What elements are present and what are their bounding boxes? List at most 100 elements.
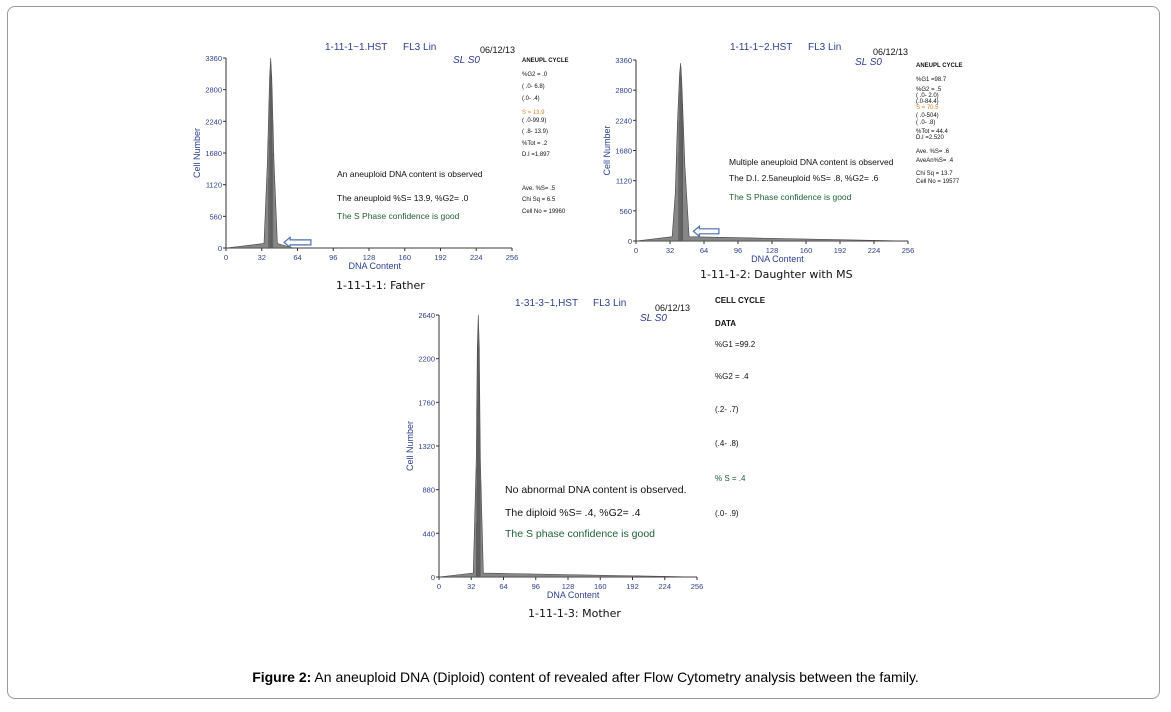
x-tick-label: 64 bbox=[700, 246, 708, 255]
cycle-stat-line: D.I =2.520 bbox=[916, 135, 945, 141]
y-tick-label: 1120 bbox=[616, 177, 632, 186]
cycle-stat-line: ( .0- 2.0) bbox=[916, 93, 939, 99]
cycle-stat-line: (.2- .7) bbox=[715, 405, 739, 414]
cycle-stat-line: Cell No = 19960 bbox=[522, 209, 566, 215]
mother-panel-caption: 1-11-1-3: Mother bbox=[528, 607, 621, 620]
analysis-message: The diploid %S= .4, %G2= .4 bbox=[505, 507, 641, 519]
x-tick-label: 128 bbox=[562, 582, 575, 591]
y-tick-label: 880 bbox=[422, 486, 435, 495]
x-tick-label: 0 bbox=[437, 582, 441, 591]
x-tick-label: 224 bbox=[868, 246, 881, 255]
cycle-stat-line: ANEUPL CYCLE bbox=[522, 58, 569, 64]
channel-mode: FL3 Lin bbox=[403, 42, 436, 53]
y-tick-label: 1680 bbox=[615, 147, 632, 156]
channel-mode: FL3 Lin bbox=[808, 42, 841, 53]
cycle-stat-line: D.I =1.897 bbox=[522, 152, 551, 158]
x-tick-label: 224 bbox=[470, 253, 483, 262]
x-tick-label: 64 bbox=[499, 582, 507, 591]
y-tick-label: 2240 bbox=[205, 117, 222, 126]
cycle-stat-line: (.4- .8) bbox=[715, 439, 739, 448]
sl-label: SL S0 bbox=[640, 313, 667, 324]
acquisition-date: 06/12/13 bbox=[655, 303, 690, 313]
x-tick-label: 32 bbox=[467, 582, 475, 591]
x-tick-label: 256 bbox=[691, 582, 704, 591]
figure-frame bbox=[7, 6, 1160, 699]
y-tick-label: 0 bbox=[218, 244, 222, 253]
y-tick-label: 1320 bbox=[418, 442, 435, 451]
dna-histogram-peak bbox=[225, 57, 512, 249]
x-tick-label: 192 bbox=[434, 253, 447, 262]
y-axis-title: Cell Number bbox=[405, 421, 415, 471]
sl-label: SL S0 bbox=[855, 57, 882, 68]
analysis-message: No abnormal DNA content is observed. bbox=[505, 484, 687, 496]
cycle-stat-line: % S = .4 bbox=[715, 474, 746, 483]
y-tick-label: 560 bbox=[619, 207, 632, 216]
x-tick-label: 96 bbox=[329, 253, 337, 262]
x-tick-label: 32 bbox=[258, 253, 266, 262]
y-tick-label: 0 bbox=[628, 237, 632, 246]
analysis-message: The D.I. 2.5aneuploid %S= .8, %G2= .6 bbox=[729, 173, 879, 183]
dna-histogram-peak bbox=[635, 63, 909, 242]
y-tick-label: 2800 bbox=[615, 86, 632, 95]
file-name: 1-11-1~2.HST bbox=[730, 42, 792, 53]
analysis-message: The S Phase confidence is good bbox=[337, 211, 460, 221]
file-name: 1-31-3~1,HST bbox=[515, 298, 578, 309]
cycle-stat-line: %G1 =99.2 bbox=[715, 340, 756, 349]
cycle-stat-line: ANEUPL CYCLE bbox=[916, 63, 963, 69]
figure-caption-label: Figure 2: bbox=[252, 669, 312, 685]
cycle-stat-line: ( .0- .8) bbox=[916, 120, 935, 126]
y-tick-label: 3360 bbox=[615, 56, 632, 65]
y-tick-label: 2800 bbox=[205, 86, 222, 95]
analysis-message: The S phase confidence is good bbox=[505, 528, 655, 540]
x-tick-label: 128 bbox=[766, 246, 779, 255]
y-tick-label: 2640 bbox=[418, 311, 435, 320]
acquisition-date: 06/12/13 bbox=[873, 47, 908, 57]
x-tick-label: 192 bbox=[626, 582, 639, 591]
x-axis-title: DNA Content bbox=[348, 261, 401, 271]
x-tick-label: 160 bbox=[800, 246, 813, 255]
cycle-stat-line: %Tot = .2 bbox=[522, 141, 548, 147]
cycle-stat-line: ( .8- 13.9) bbox=[522, 129, 548, 135]
sl-label: SL S0 bbox=[453, 55, 480, 66]
channel-mode: FL3 Lin bbox=[593, 298, 626, 309]
y-tick-label: 560 bbox=[209, 212, 222, 221]
x-tick-label: 96 bbox=[532, 582, 540, 591]
cycle-stat-line: %Tot = 44.4 bbox=[916, 129, 949, 135]
acquisition-date: 06/12/13 bbox=[480, 45, 515, 55]
y-tick-label: 3360 bbox=[205, 54, 222, 63]
x-tick-label: 160 bbox=[594, 582, 607, 591]
cycle-stat-line: ( .0-504) bbox=[916, 113, 939, 119]
x-tick-label: 32 bbox=[666, 246, 674, 255]
y-tick-label: 1680 bbox=[205, 149, 222, 158]
y-tick-label: 1760 bbox=[418, 398, 435, 407]
analysis-message: An aneuploid DNA content is observed bbox=[337, 169, 483, 179]
analysis-message: The aneuploid %S= 13.9, %G2= .0 bbox=[337, 193, 469, 203]
y-axis-title: Cell Number bbox=[192, 128, 202, 178]
cycle-stat-line: (.0-84.4) bbox=[916, 99, 939, 105]
x-tick-label: 64 bbox=[293, 253, 301, 262]
x-tick-label: 192 bbox=[834, 246, 847, 255]
y-tick-label: 0 bbox=[431, 573, 435, 582]
hollow-arrow-marker bbox=[692, 225, 720, 238]
x-tick-label: 0 bbox=[634, 246, 638, 255]
y-tick-label: 2200 bbox=[418, 355, 435, 364]
cycle-stat-line: S = 70.5 bbox=[916, 105, 939, 111]
cycle-stat-line: %G1 =98.7 bbox=[916, 77, 947, 83]
x-tick-label: 128 bbox=[363, 253, 376, 262]
y-tick-label: 440 bbox=[422, 529, 435, 538]
cycle-stat-line: %G2 = .0 bbox=[522, 72, 548, 78]
x-tick-label: 256 bbox=[506, 253, 519, 262]
cycle-stat-line: ( .0-99.9) bbox=[522, 118, 546, 124]
cycle-stat-line: Cell No = 19577 bbox=[916, 179, 960, 185]
hollow-arrow-marker bbox=[283, 236, 312, 249]
analysis-message: The S Phase confidence is good bbox=[729, 192, 852, 202]
cycle-stat-line: (.0- .4) bbox=[522, 96, 540, 102]
analysis-message: Multiple aneuploid DNA content is observ… bbox=[729, 157, 894, 167]
x-tick-label: 96 bbox=[734, 246, 742, 255]
y-tick-label: 2240 bbox=[615, 116, 632, 125]
cycle-stat-line: Ave. %S= .6 bbox=[916, 149, 950, 155]
figure-caption-text: An aneuploid DNA (Diploid) content of re… bbox=[311, 669, 919, 685]
y-axis-title: Cell Number bbox=[602, 125, 612, 175]
